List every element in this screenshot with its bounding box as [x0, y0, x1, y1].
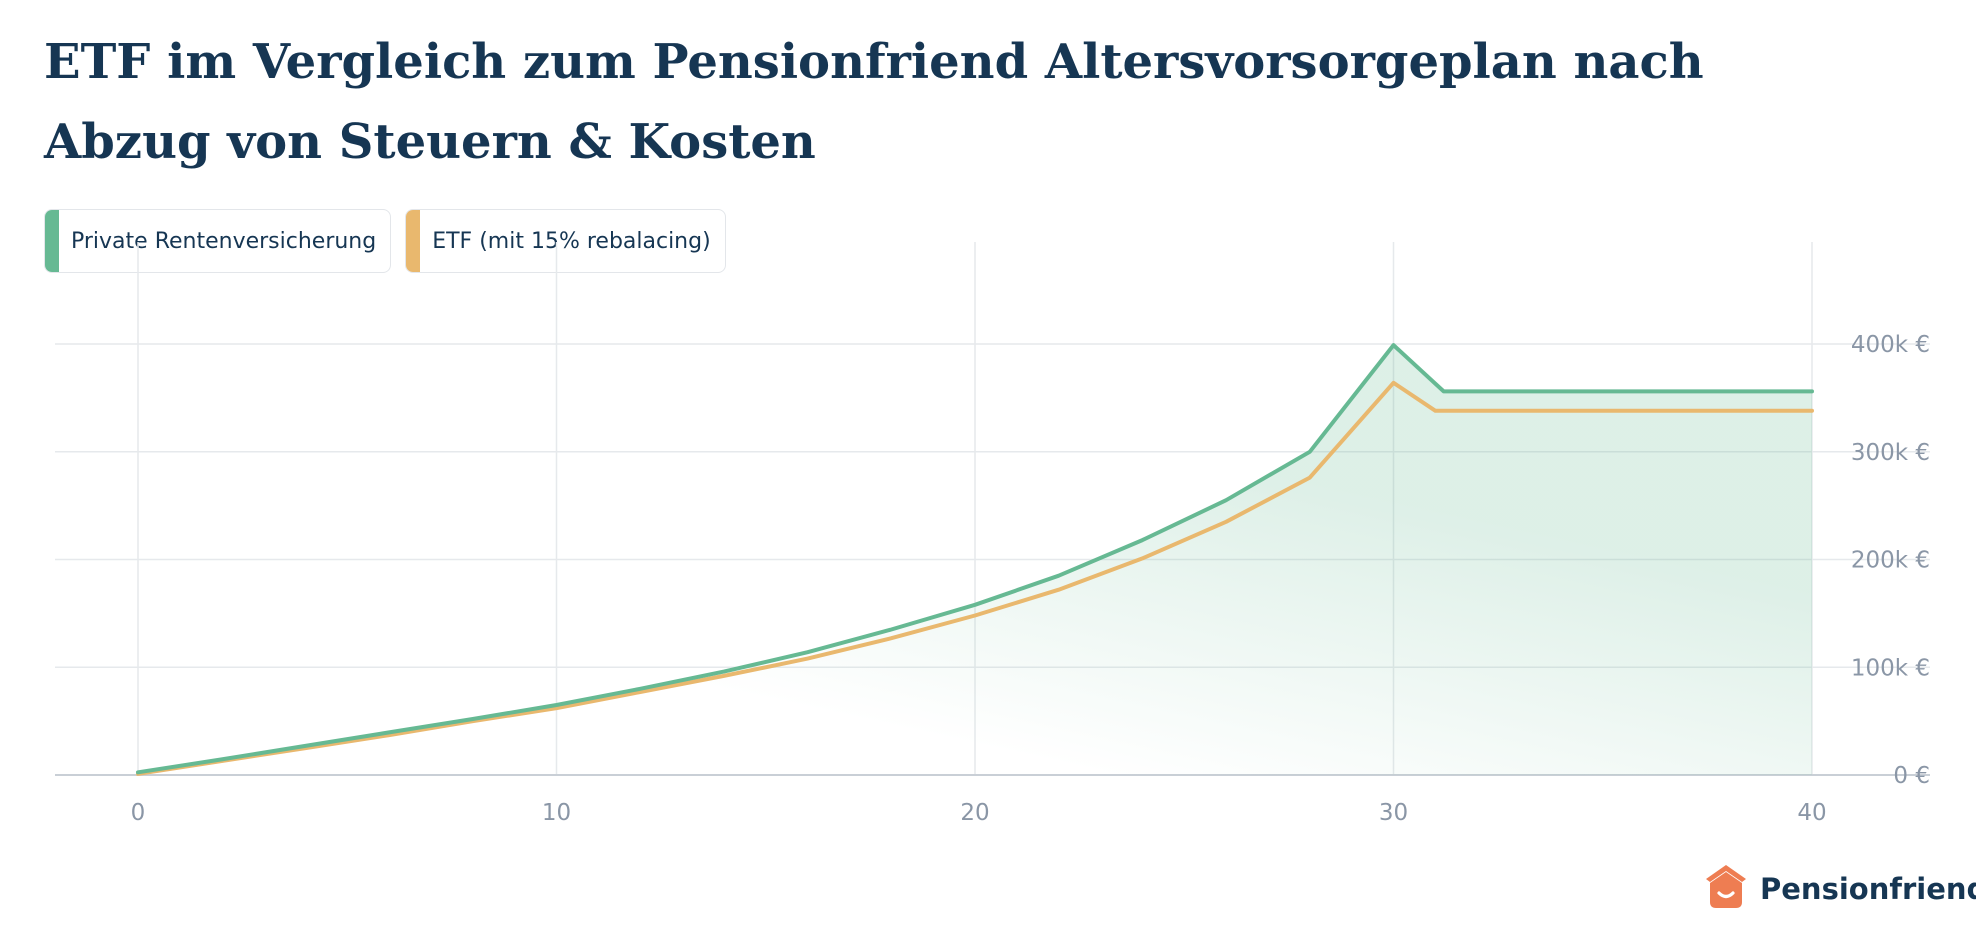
legend-swatch-orange — [406, 210, 421, 272]
x-tick-label: 40 — [1797, 800, 1826, 826]
house-smile-icon — [1702, 862, 1750, 915]
y-tick-label: 100k € — [1851, 655, 1930, 681]
legend-item-etf[interactable]: ETF (mit 15% rebalacing) — [405, 209, 726, 273]
line-layer — [136, 343, 1814, 776]
tick-label-layer: 0 10 20 30 40 0 € 100k € 200k € 300k € 400k € — [131, 332, 1930, 826]
y-tick-label: 400k € — [1851, 332, 1930, 358]
x-tick-label: 30 — [1379, 800, 1408, 826]
y-tick-label: 200k € — [1851, 548, 1930, 574]
chart-legend: Private Rentenversicherung ETF (mit 15% … — [44, 209, 726, 273]
series-line-etf — [136, 380, 1814, 776]
area-layer — [138, 345, 1812, 775]
brand-name: Pensionfriend — [1760, 871, 1976, 906]
legend-label: ETF (mit 15% rebalacing) — [432, 228, 711, 254]
y-tick-label: 0 € — [1893, 763, 1930, 789]
chart-title: ETF im Vergleich zum Pensionfriend Alter… — [44, 34, 1704, 170]
legend-swatch-green — [45, 210, 59, 272]
brand-logo: Pensionfriend — [1702, 862, 1976, 915]
x-tick-label: 20 — [960, 800, 989, 826]
legend-label: Private Rentenversicherung — [71, 228, 377, 254]
series-area-fill — [138, 345, 1812, 775]
legend-item-private-rentenversicherung[interactable]: Private Rentenversicherung — [44, 209, 392, 273]
x-tick-label: 0 — [131, 800, 146, 826]
x-tick-label: 10 — [542, 800, 571, 826]
series-line-private-rentenversicherung — [136, 343, 1814, 775]
y-tick-label: 300k € — [1851, 440, 1930, 466]
